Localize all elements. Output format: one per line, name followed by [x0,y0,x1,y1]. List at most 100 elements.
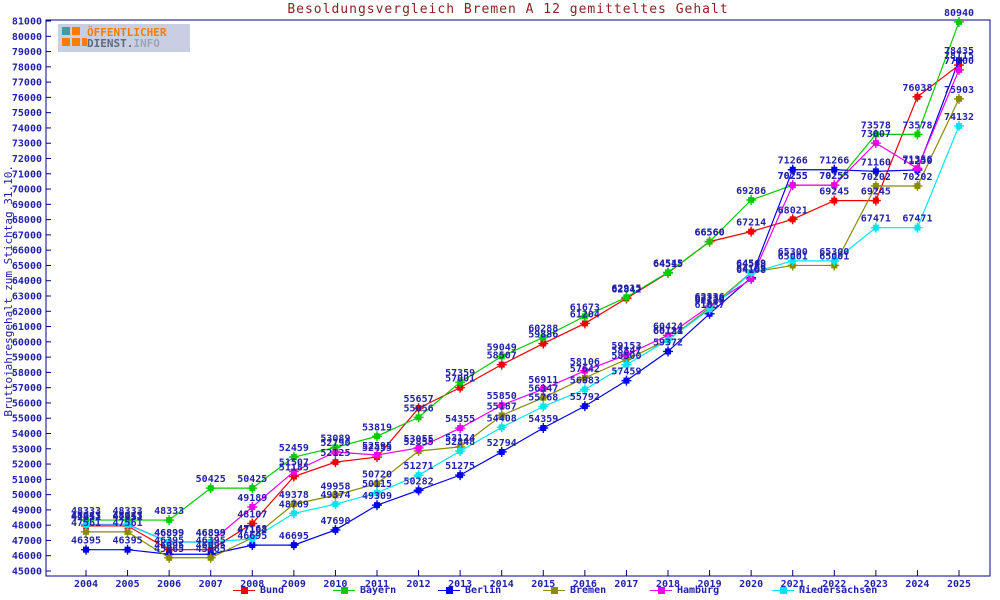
legend-item-bayern: Bayern [333,585,396,596]
point-label-berlin-2019: 61837 [695,300,725,311]
y-axis-tick-label: 73000 [12,139,42,150]
data-point-hamburg-2010 [332,448,339,455]
data-point-niedersachsen-2010 [332,501,339,508]
data-point-bund-2023 [872,197,879,204]
point-label-hamburg-2004: 48043 [71,511,101,522]
y-axis-tick-label: 81000 [12,17,42,28]
point-label-niedersachsen-2018: 60124 [653,326,683,337]
point-label-bayern-2022: 70255 [819,171,849,182]
point-label-niedersachsen-2010: 49374 [320,490,350,501]
point-label-niedersachsen-2015: 55768 [528,392,558,403]
data-point-bayern-2023 [872,131,879,138]
x-axis-tick-label: 2020 [739,579,763,590]
point-label-bund-2004: 47951 [71,512,101,523]
data-point-bremen-2023 [872,182,879,189]
chart-title: Besoldungsvergleich Bremen A 12 gemittel… [287,2,729,17]
data-point-bremen-2009 [290,501,297,508]
data-point-bremen-2011 [374,480,380,487]
point-label-bayern-2007: 50425 [196,474,226,485]
point-label-niedersachsen-2024: 67471 [902,214,932,225]
data-point-bremen-2025 [956,95,962,102]
data-point-niedersachsen-2017 [623,361,630,368]
point-label-hamburg-2014: 55850 [487,391,517,402]
point-label-niedersachsen-2021: 65300 [778,247,808,258]
y-axis-tick-label: 80000 [12,32,42,43]
data-point-berlin-2018 [665,348,671,355]
point-label-berlin-2023: 71160 [861,157,891,168]
point-label-hamburg-2023: 73007 [861,129,891,140]
data-point-hamburg-2022 [831,182,838,189]
data-point-niedersachsen-2019 [706,306,713,313]
point-label-bremen-2017: 58847 [611,345,641,356]
point-label-berlin-2010: 47690 [320,516,350,527]
point-label-niedersachsen-2023: 67471 [861,214,891,225]
data-point-niedersachsen-2005 [124,521,131,528]
data-point-bayern-2017 [623,294,630,301]
logo-square [72,27,80,35]
data-point-bayern-2008 [249,485,256,492]
point-label-bund-2008: 48107 [237,510,267,521]
point-label-bund-2019: 66560 [695,228,725,239]
data-point-bremen-2007 [207,554,214,561]
data-point-niedersachsen-2016 [581,386,588,393]
point-label-bund-2023: 69245 [861,187,891,198]
data-point-hamburg-2009 [290,468,297,475]
point-label-niedersachsen-2020: 64508 [736,259,766,270]
point-label-niedersachsen-2004: 48013 [71,511,101,522]
logo-squares-icon [61,26,87,50]
data-point-hamburg-2020 [748,276,755,283]
point-label-bremen-2020: 64549 [736,258,766,269]
x-axis-tick-label: 2021 [781,579,805,590]
point-label-bremen-2015: 56347 [528,384,558,395]
data-point-berlin-2009 [290,542,297,549]
point-label-bund-2014: 58507 [487,351,517,362]
y-axis-tick-label: 57000 [12,383,42,394]
point-label-bund-2018: 64515 [653,259,683,270]
point-label-bund-2010: 52125 [320,448,350,459]
data-point-niedersachsen-2020 [748,269,755,276]
point-label-hamburg-2012: 53055 [404,434,434,445]
point-label-berlin-2009: 46695 [279,531,309,542]
point-label-bund-2012: 55657 [404,394,434,405]
data-point-bremen-2024 [914,182,921,189]
data-point-bremen-2014 [498,412,505,419]
data-point-niedersachsen-2007 [207,538,214,545]
y-axis-title: Bruttojahresgehalt zum Stichtag 31.10. [2,165,15,417]
y-axis-tick-label: 56000 [12,398,42,409]
point-label-niedersachsen-2005: 48013 [113,511,143,522]
logo-square [62,38,70,46]
point-label-hamburg-2006: 46899 [154,528,184,539]
data-point-bremen-2006 [166,554,173,561]
point-label-berlin-2006: 46095 [154,540,184,551]
x-axis-tick-label: 2005 [116,579,140,590]
x-axis-tick-label: 2013 [448,579,472,590]
y-axis-tick-label: 52000 [12,460,42,471]
y-axis-tick-label: 69000 [12,200,42,211]
data-point-hamburg-2016 [581,367,588,374]
y-axis-tick-label: 71000 [12,169,42,180]
point-label-niedersachsen-2007: 46899 [196,528,226,539]
data-point-bund-2010 [332,459,339,466]
point-label-bund-2020: 67214 [736,218,766,229]
legend-marker-icon [772,586,794,595]
series-line-niedersachsen [86,125,960,543]
point-label-bayern-2015: 60288 [528,323,558,334]
data-point-niedersachsen-2014 [498,424,505,431]
point-label-niedersachsen-2025: 74132 [944,112,974,123]
point-label-bund-2024: 76038 [902,83,932,94]
y-axis-tick-label: 48000 [12,521,42,532]
point-label-bayern-2011: 53819 [362,422,392,433]
x-axis-tick-label: 2007 [199,579,223,590]
point-label-bremen-2025: 75903 [944,85,974,96]
data-point-bayern-2020 [748,196,755,203]
y-axis-tick-label: 46000 [12,551,42,562]
point-label-bremen-2010: 49958 [320,481,350,492]
data-point-berlin-2022 [831,166,838,173]
point-label-bremen-2024: 70202 [902,172,932,183]
data-point-niedersachsen-2004 [83,521,89,528]
y-axis-tick-label: 53000 [12,444,42,455]
point-label-bremen-2006: 45865 [154,544,184,555]
point-label-hamburg-2010: 52790 [320,438,350,449]
legend-item-berlin: Berlin [438,585,501,596]
data-point-niedersachsen-2009 [290,510,297,517]
